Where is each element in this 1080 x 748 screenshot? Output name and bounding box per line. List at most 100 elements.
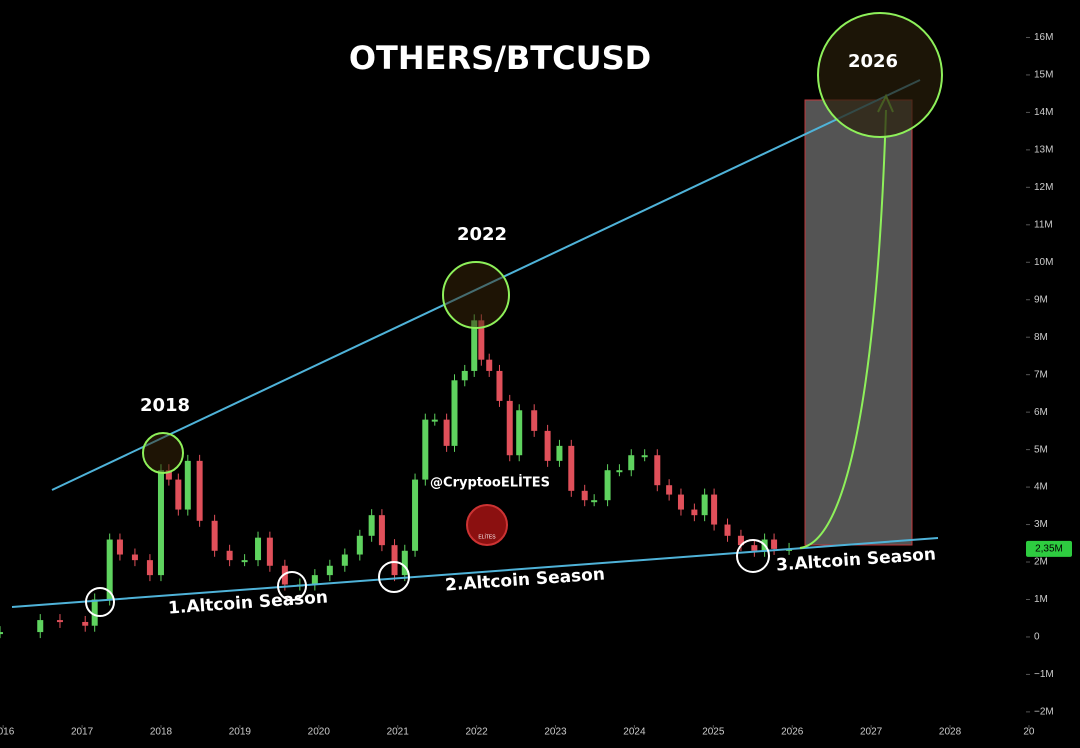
x-tick-label: 2017 [71,727,94,738]
candle-body [771,539,778,549]
x-tick-label: 2025 [702,727,725,738]
candle-body [241,560,248,563]
y-tick-label: 3M [1034,519,1048,530]
y-tick-label: 5M [1034,444,1048,455]
y-tick-label: 15M [1034,70,1053,81]
candle-body [654,455,661,486]
candle-body [56,620,63,623]
candle-body [356,535,363,555]
candle-body [391,545,398,576]
candle-body [544,430,551,461]
chart-title: OTHERS/BTCUSD [349,39,651,77]
candle-body [506,400,513,456]
x-tick-label: 2024 [623,727,646,738]
candle-body [486,359,493,371]
candle-body [628,455,635,471]
candle-body [443,419,450,446]
price-tag [1026,540,1072,557]
y-tick-label: 14M [1034,107,1053,118]
candle-body [412,479,419,551]
candle-body [737,535,744,546]
candle-body [157,470,164,576]
annotation: 2018 [140,395,190,416]
x-tick-label: 2028 [939,727,962,738]
candle-body [581,490,588,501]
candle-body [751,545,758,551]
candle-body [131,554,138,561]
candle-body [451,380,458,446]
candle-body [701,494,708,516]
candle-body [184,460,191,510]
candle-body [255,537,262,561]
candle-body [281,565,288,585]
x-tick-label: 2016 [0,727,15,738]
candle-body [431,419,438,422]
candle-body [82,621,89,626]
candle-body [91,599,98,626]
candle-body [116,539,123,555]
y-tick-label: −2M [1034,707,1054,718]
candle-body [326,565,333,576]
candle-body [175,479,182,510]
axes: −2M −1M 0 1M 2M 3M 4M 5M 6M 7M 8M 9M 10M 11M 12M 13M 14M… [0,32,1072,738]
watermark: @CryptooELİTES [430,475,550,491]
y-axis-panel [1026,0,1080,725]
highlight-circle [442,261,510,329]
candle-body [691,509,698,516]
candle-body [478,320,485,360]
candle-body [226,550,233,561]
x-tick-label: 2021 [387,727,410,738]
candle-body [556,445,563,461]
y-tick-label: 6M [1034,407,1048,418]
candle-body [616,470,623,473]
y-tick-label: 10M [1034,257,1053,268]
candle-body [641,455,648,458]
y-tick-label: 0 [1034,632,1040,643]
candle-body [106,539,113,600]
logo [466,504,508,546]
candle-body [196,460,203,521]
bottom-circle [85,587,115,617]
candle-body [591,500,598,503]
candle-body [266,537,273,566]
candle-body [368,515,375,536]
candle-body [311,575,318,585]
price-tag-label: 2,35M [1035,544,1063,555]
y-tick-label: −1M [1034,669,1054,680]
x-tick-label: 2019 [229,727,252,738]
candle-body [496,370,503,401]
candle-body [531,410,538,431]
x-tick-label: 2027 [860,727,883,738]
y-tick-label: 4M [1034,482,1048,493]
candle-body [146,560,153,576]
candle-body [711,494,718,525]
candle-body [341,554,348,566]
candle-body [471,320,478,371]
x-tick-label: 2023 [544,727,567,738]
y-tick-label: 13M [1034,145,1053,156]
candle-body [422,419,429,480]
projection-arrow [799,109,887,549]
y-tick-label: 16M [1034,32,1053,43]
candle-body [461,370,468,381]
y-tick-label: 9M [1034,294,1048,305]
x-tick-label: 2018 [150,727,173,738]
projection-box [804,99,913,546]
candle-body [604,470,611,501]
x-tick-label: 2026 [781,727,804,738]
bottom-circle [277,571,307,601]
logo-text: ELİTES [478,533,496,540]
y-tick-label: 8M [1034,332,1048,343]
lower-trendline [11,537,939,608]
y-tick-label: 2M [1034,557,1048,568]
candle-body [401,550,408,576]
candle-body [666,485,673,495]
candle-body [516,410,523,456]
y-tick-label: 1M [1034,594,1048,605]
highlight-circle [817,12,943,138]
candle-body [37,620,44,633]
annotation: 2022 [457,224,507,245]
candle-body [165,470,172,480]
x-tick-label: 20 [1023,727,1035,738]
